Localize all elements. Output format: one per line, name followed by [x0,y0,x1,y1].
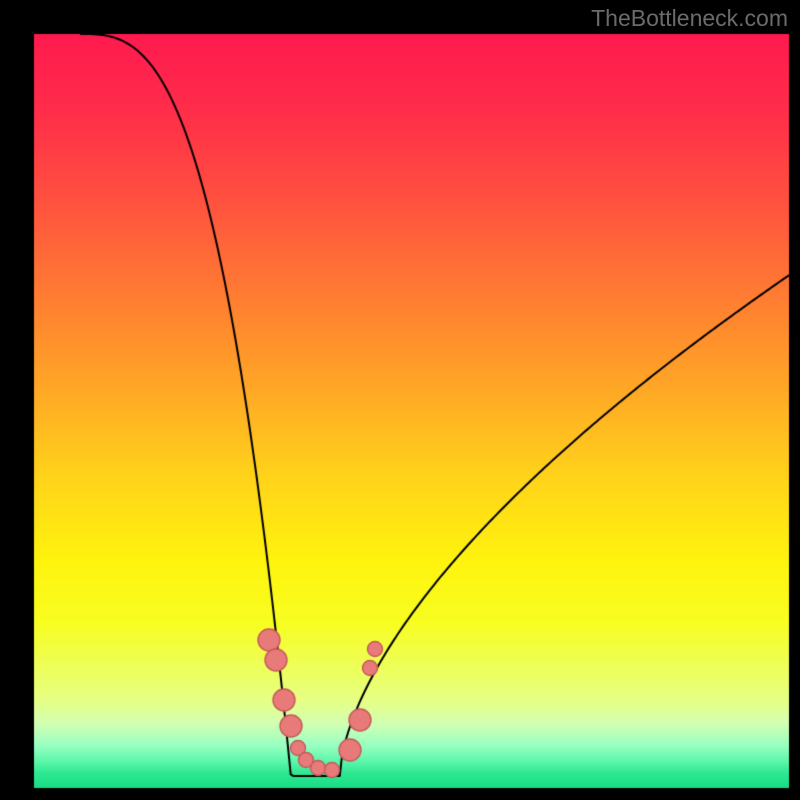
bottleneck-chart-canvas [0,0,800,800]
chart-stage: TheBottleneck.com [0,0,800,800]
